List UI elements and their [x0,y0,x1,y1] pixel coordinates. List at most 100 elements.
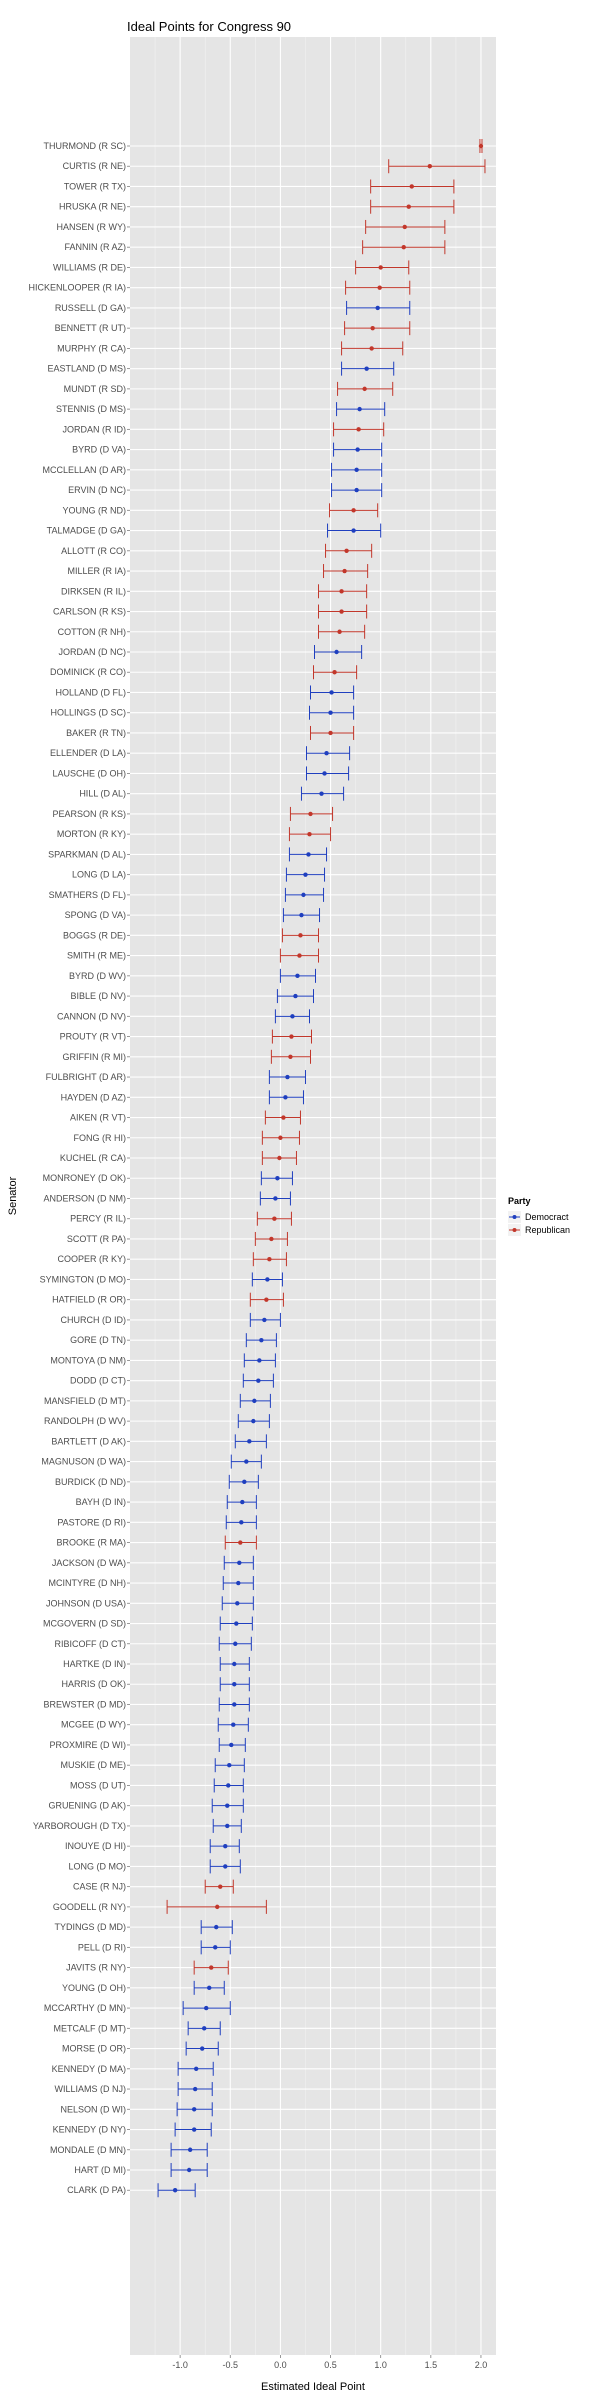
senator-label: BAYH (D IN) [76,1497,126,1507]
ideal-point [370,325,375,331]
x-tick-label: -1.0 [172,2360,188,2370]
senator-label: MCGOVERN (D SD) [43,1619,126,1629]
ideal-point [324,751,329,756]
ideal-point [297,953,302,958]
ideal-point [357,406,362,412]
ideal-point [223,1843,228,1849]
senator-label: BREWSTER (D MD) [44,1699,127,1709]
ideal-point [262,1317,267,1323]
ideal-point [265,1277,270,1282]
ideal-point [234,1621,239,1626]
senator-label: FONG (R HI) [74,1133,127,1143]
ideal-point [257,1358,262,1363]
senator-label: MONTOYA (D NM) [50,1355,126,1365]
ideal-point [225,1823,230,1829]
legend-label: Democract [525,1212,569,1222]
ideal-point [264,1297,269,1302]
ideal-point [328,730,333,736]
senator-label: YOUNG (D OH) [62,1983,126,1993]
senator-label: GOODELL (R NY) [53,1902,126,1912]
ideal-point [402,224,407,230]
senator-label: MCCLELLAN (D AR) [42,465,126,475]
senator-label: MORTON (R KY) [57,829,126,839]
legend-key-point [512,1228,517,1232]
senator-label: MCCARTHY (D MN) [44,2003,126,2013]
senator-label: ERVIN (D NC) [68,485,126,495]
ideal-point [252,1398,257,1404]
senator-label: SMATHERS (D FL) [49,890,126,900]
ideal-point [378,265,383,270]
ideal-point [288,1054,293,1060]
senator-label: MILLER (R IA) [67,566,126,576]
legend-key-point [512,1215,517,1219]
senator-label: TYDINGS (D MD) [55,1922,127,1932]
y-axis-title: Senator [7,1176,19,1215]
ideal-point [213,1945,218,1950]
ideal-point [427,164,433,169]
ideal-point [232,1682,237,1687]
senator-label: GRIFFIN (R MI) [63,1052,127,1062]
senator-label: LAUSCHE (D OH) [52,768,126,778]
senator-label: YARBOROUGH (D TX) [33,1821,126,1831]
ideal-point [295,973,300,979]
senator-label: PERCY (R IL) [70,1214,126,1224]
x-tick-label: 2.0 [475,2360,488,2370]
senator-label: SPONG (D VA) [65,910,126,920]
ideal-point [293,993,298,999]
ideal-point [301,892,306,898]
ideal-point [267,1257,272,1262]
senator-label: JACKSON (D WA) [52,1558,126,1568]
senator-label: BYRD (D VA) [72,445,126,455]
ideal-point [332,670,337,675]
ideal-point [232,1702,237,1707]
ideal-point [244,1459,249,1464]
senator-label: WILLIAMS (D NJ) [54,2084,126,2094]
senator-label: STENNIS (D MS) [56,404,126,414]
ideal-point [172,2188,178,2193]
senator-label: RIBICOFF (D CT) [55,1639,127,1649]
senator-label: CARLSON (R KS) [53,607,126,617]
data-marks [157,139,486,2198]
senator-label: MURPHY (R CA) [57,343,126,353]
senator-label: RANDOLPH (D WV) [44,1416,126,1426]
senator-label: MCGEE (D WY) [61,1720,126,1730]
ideal-point [192,2086,198,2092]
senator-label: BURDICK (D ND) [55,1477,126,1487]
senator-label: CANNON (D NV) [57,1011,126,1021]
senator-label: PEARSON (R KS) [52,809,126,819]
ideal-point [237,1560,242,1566]
ideal-point [209,1965,214,1970]
ideal-point [354,467,359,473]
x-tick-label: 1.5 [425,2360,438,2370]
ideal-point [339,609,344,614]
ideal-point [236,1580,241,1586]
senator-label: FANNIN (R AZ) [64,242,126,252]
senator-label: MUSKIE (D ME) [60,1760,126,1770]
ideal-point [275,1176,280,1181]
senator-label: LONG (D MO) [69,1861,127,1871]
x-axis-title: Estimated Ideal Point [261,2381,365,2393]
ideal-point [342,568,347,574]
senator-label: BIBLE (D NV) [70,991,126,1001]
senator-label: MONRONEY (D OK) [43,1173,126,1183]
ideal-point [344,548,349,553]
senator-label: AIKEN (R VT) [70,1113,126,1123]
senator-label: NELSON (D WI) [60,2104,126,2114]
ideal-point [225,1803,230,1808]
senator-label: BENNETT (R UT) [55,323,126,333]
ideal-point [281,1115,286,1120]
senator-label: ELLENDER (D LA) [50,748,126,758]
ideal-point [191,2127,197,2132]
ideal-point [239,1520,244,1525]
ideal-point [273,1196,278,1201]
ideal-point [251,1418,256,1424]
ideal-point [215,1904,220,1910]
ideal-point [337,629,342,634]
senator-label: MUNDT (R SD) [64,384,126,394]
legend-label: Republican [525,1225,570,1235]
ideal-point [406,204,411,209]
ideal-point [214,1924,219,1930]
senator-label: WILLIAMS (R DE) [53,262,126,272]
senator-label: HOLLAND (D FL) [55,687,126,697]
